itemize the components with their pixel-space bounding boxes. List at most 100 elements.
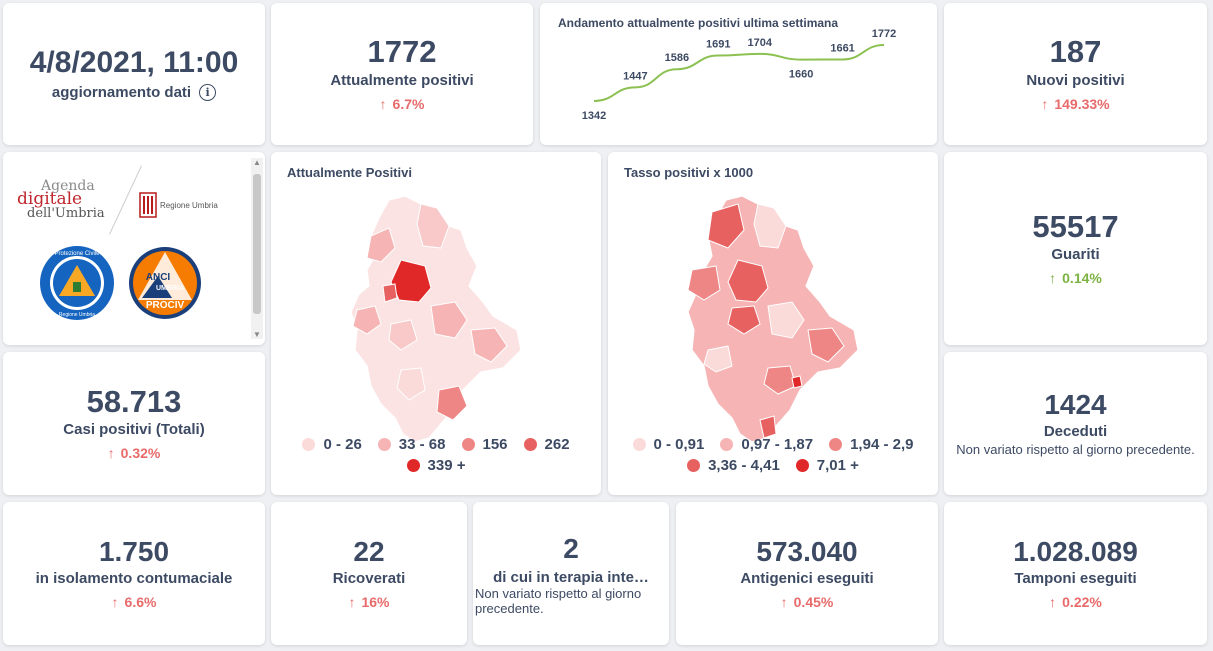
positivi-label: Attualmente positivi — [330, 71, 474, 89]
legend-swatch — [687, 459, 701, 472]
isolamento-delta-value: 6.6% — [124, 593, 157, 610]
trend-line — [593, 44, 885, 102]
map-tasso-legend: 0 - 0,91 0,97 - 1,87 1,94 - 2,9 3,36 - 4,41… — [608, 436, 938, 474]
regione-emblem-icon — [139, 192, 157, 218]
totali-delta: ↑ 0.32% — [108, 445, 161, 461]
legend-label: 33 - 68 — [398, 436, 446, 453]
arrow-up-icon: ↑ — [107, 445, 115, 462]
terapia-card: 2 di cui in terapia inte… Non variato ri… — [473, 502, 669, 645]
legend-item: 1,94 - 2,9 — [829, 436, 913, 453]
deceduti-card: 1424 Deceduti Non variato rispetto al gi… — [944, 352, 1207, 495]
positivi-delta-value: 6.7% — [392, 95, 425, 112]
trend-chart: 1342 1447 1586 1691 1704 1660 1661 1772 — [582, 28, 896, 122]
legend-item: 262 — [523, 436, 570, 453]
arrow-up-icon: ↑ — [1049, 270, 1057, 287]
trend-data-label: 1342 — [582, 110, 606, 122]
anci-prociv-text: PROCIV — [146, 300, 185, 311]
antigenici-delta: ↑ 0.45% — [781, 594, 834, 610]
arrow-up-icon: ↑ — [348, 593, 356, 610]
isolamento-label: in isolamento contumaciale — [35, 569, 233, 587]
anci-umbria-text: UMBRIA — [156, 285, 184, 292]
isolamento-value: 1.750 — [98, 536, 170, 568]
protezione-text: Protezione Civile — [54, 251, 100, 257]
deceduti-label: Deceduti — [1043, 422, 1108, 440]
legend-label: 156 — [482, 436, 508, 453]
trend-title: Andamento attualmente positivi ultima se… — [558, 16, 839, 30]
trend-data-label: 1447 — [623, 70, 647, 82]
protezione-sub: Regione Umbria — [59, 312, 95, 318]
map-positivi-title: Attualmente Positivi — [287, 165, 412, 180]
scroll-thumb[interactable] — [253, 174, 261, 314]
arrow-up-icon: ↑ — [1049, 593, 1057, 610]
arrow-up-icon: ↑ — [379, 95, 387, 112]
guariti-delta-value: 0.14% — [1062, 270, 1102, 287]
logo-divider — [108, 165, 143, 235]
logos-card: Agenda digitale dell'Umbria Regione Umbr… — [3, 152, 265, 345]
isolamento-delta: ↑ 6.6% — [112, 594, 157, 610]
scroll-down-icon[interactable]: ▼ — [253, 330, 261, 339]
legend-item: 7,01 + — [795, 457, 859, 474]
totali-card: 58.713 Casi positivi (Totali) ↑ 0.32% — [3, 352, 265, 495]
legend-swatch — [461, 438, 475, 451]
isolamento-card: 1.750 in isolamento contumaciale ↑ 6.6% — [3, 502, 265, 645]
terapia-value: 2 — [563, 533, 579, 564]
legend-label: 3,36 - 4,41 — [708, 457, 780, 474]
nuovi-label: Nuovi positivi — [1026, 71, 1125, 89]
agenda-line2: digitale — [17, 189, 83, 209]
antigenici-delta-value: 0.45% — [793, 593, 834, 610]
legend-swatch — [406, 459, 420, 472]
legend-label: 1,94 - 2,9 — [850, 436, 914, 453]
logos-scrollbar[interactable]: ▲ ▼ — [251, 158, 263, 339]
update-label: aggiornamento dati — [51, 84, 192, 102]
regione-umbria-label: Regione Umbria — [160, 200, 218, 210]
tamponi-value: 1.028.089 — [1013, 536, 1138, 568]
protezione-civile-logo: Protezione Civile Regione Umbria — [40, 246, 114, 320]
deceduti-value: 1424 — [1044, 389, 1107, 421]
anci-text: ANCI — [146, 272, 171, 283]
info-icon[interactable]: i — [199, 84, 217, 102]
legend-swatch — [377, 438, 391, 451]
positivi-value: 1772 — [367, 34, 437, 70]
terapia-label: di cui in terapia inte… — [493, 569, 649, 586]
update-datetime: 4/8/2021, 11:00 — [29, 45, 239, 79]
legend-item: 0 - 0,91 — [632, 436, 705, 453]
update-card: 4/8/2021, 11:00 aggiornamento dati i — [3, 3, 265, 145]
map-tasso-title: Tasso positivi x 1000 — [624, 165, 754, 180]
nuovi-card: 187 Nuovi positivi ↑ 149.33% — [944, 3, 1207, 145]
map-tasso[interactable] — [608, 190, 938, 460]
ricoverati-card: 22 Ricoverati ↑ 16% — [271, 502, 467, 645]
legend-label: 339 + — [427, 457, 466, 474]
legend-item: 339 + — [406, 457, 466, 474]
legend-swatch — [795, 459, 809, 472]
legend-item: 33 - 68 — [377, 436, 446, 453]
ricoverati-delta: ↑ 16% — [348, 594, 389, 610]
legend-item: 0 - 26 — [302, 436, 362, 453]
anci-umbria-prociv-logo: ANCI UMBRIA PROCIV — [129, 247, 201, 319]
guariti-value: 55517 — [1032, 208, 1119, 244]
antigenici-card: 573.040 Antigenici eseguiti ↑ 0.45% — [676, 502, 938, 645]
map-positivi-legend: 0 - 26 33 - 68 156 262 339 + — [271, 436, 601, 474]
guariti-label: Guariti — [1051, 246, 1100, 264]
arrow-up-icon: ↑ — [1041, 95, 1049, 112]
map-positivi[interactable] — [271, 190, 601, 460]
trend-card: Andamento attualmente positivi ultima se… — [540, 3, 937, 145]
antigenici-label: Antigenici eseguiti — [740, 569, 874, 587]
trend-data-label: 1661 — [830, 42, 854, 54]
scroll-up-icon[interactable]: ▲ — [253, 158, 261, 167]
update-label-row: aggiornamento dati i — [51, 84, 217, 102]
trend-data-label: 1772 — [872, 28, 896, 40]
tamponi-delta: ↑ 0.22% — [1049, 594, 1102, 610]
legend-swatch — [523, 438, 537, 451]
map-tasso-card: Tasso positivi x 1000 0 - 0,91 0,97 - 1,8… — [608, 152, 938, 495]
legend-label: 0,97 - 1,87 — [741, 436, 814, 453]
positivi-card: 1772 Attualmente positivi ↑ 6.7% — [271, 3, 533, 145]
terapia-note: Non variato rispetto al giorno precedent… — [475, 586, 642, 616]
map-positivi-card: Attualmente Positivi 0 - 26 33 - 68 156 262… — [271, 152, 601, 495]
totali-label: Casi positivi (Totali) — [63, 421, 205, 439]
trend-data-label: 1691 — [706, 39, 730, 51]
ricoverati-value: 22 — [353, 536, 385, 568]
trend-data-label: 1704 — [747, 37, 772, 49]
legend-swatch — [829, 438, 843, 451]
legend-label: 0 - 0,91 — [653, 436, 705, 453]
agenda-line1: Agenda — [41, 178, 95, 194]
